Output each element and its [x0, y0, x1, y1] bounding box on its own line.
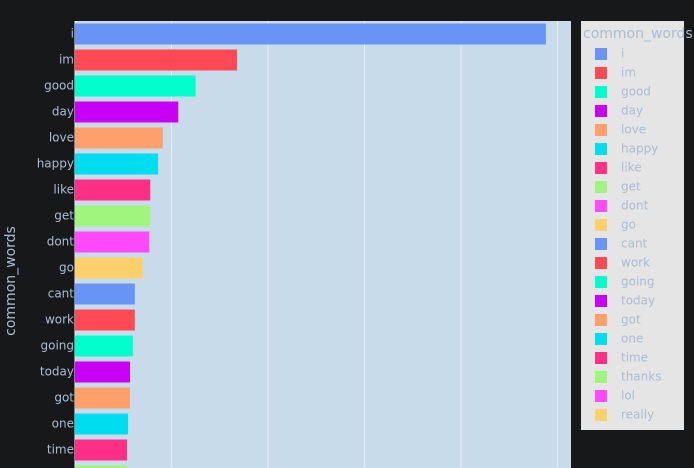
bar: [75, 439, 128, 461]
legend-swatch: [595, 295, 607, 307]
bar: [75, 309, 135, 331]
legend-label: dont: [621, 199, 649, 213]
bar: [75, 75, 196, 97]
legend-swatch: [595, 314, 607, 326]
legend-label: happy: [621, 142, 658, 156]
y-tick-label: i: [71, 27, 74, 41]
legend-label: really: [621, 408, 654, 422]
bar: [75, 257, 143, 279]
legend-swatch: [595, 67, 607, 79]
legend-swatch: [595, 162, 607, 174]
legend-label: good: [621, 85, 651, 99]
legend-swatch: [595, 371, 607, 383]
legend-swatch: [595, 86, 607, 98]
bar: [75, 101, 179, 123]
legend-swatch: [595, 333, 607, 345]
y-tick-label: im: [59, 53, 74, 67]
y-tick-label: got: [54, 391, 74, 405]
bar: [75, 231, 150, 253]
legend-label: like: [621, 161, 642, 175]
legend-label: im: [621, 66, 636, 80]
y-tick-label: one: [52, 417, 74, 431]
y-tick-label: good: [44, 79, 74, 93]
legend-label: today: [621, 294, 655, 308]
legend-label: one: [621, 332, 643, 346]
legend-label: cant: [621, 237, 648, 251]
legend-label: love: [621, 123, 646, 137]
y-tick-label: go: [59, 261, 74, 275]
y-axis-title: common_words: [3, 226, 19, 336]
y-tick-label: work: [45, 313, 74, 327]
legend-swatch: [595, 181, 607, 193]
bar: [75, 335, 133, 357]
legend-title: common_words: [583, 26, 693, 42]
legend-label: day: [621, 104, 643, 118]
y-tick-label: going: [40, 339, 74, 353]
legend-label: get: [621, 180, 641, 194]
bar: [75, 205, 151, 227]
legend-label: going: [621, 275, 655, 289]
legend-swatch: [595, 276, 607, 288]
bar: [75, 23, 546, 45]
y-tick-label: day: [52, 105, 74, 119]
legend-swatch: [595, 409, 607, 421]
y-tick-label: happy: [37, 157, 74, 171]
y-tick-label: dont: [47, 235, 75, 249]
legend-label: i: [621, 47, 624, 61]
bar: [75, 465, 128, 468]
legend-label: thanks: [621, 370, 661, 384]
legend-label: got: [621, 313, 641, 327]
y-tick-label: get: [54, 209, 74, 223]
bar: [75, 49, 238, 71]
bar: [75, 361, 131, 383]
bar: [75, 179, 151, 201]
bar: [75, 283, 135, 305]
legend-label: go: [621, 218, 636, 232]
y-tick-label: time: [47, 443, 74, 457]
legend-swatch: [595, 48, 607, 60]
legend-label: lol: [621, 389, 635, 403]
legend-swatch: [595, 200, 607, 212]
legend-label: time: [621, 351, 648, 365]
bar: [75, 153, 158, 175]
legend-swatch: [595, 390, 607, 402]
bar: [75, 387, 131, 409]
legend-swatch: [595, 219, 607, 231]
legend-swatch: [595, 352, 607, 364]
y-tick-label: like: [53, 183, 74, 197]
legend-swatch: [595, 124, 607, 136]
y-tick-label: today: [40, 365, 74, 379]
y-tick-label: cant: [48, 287, 75, 301]
bar: [75, 413, 129, 435]
y-tick-label: love: [49, 131, 74, 145]
bar: [75, 127, 163, 149]
legend-swatch: [595, 257, 607, 269]
legend-swatch: [595, 143, 607, 155]
legend-swatch: [595, 238, 607, 250]
legend-label: work: [621, 256, 650, 270]
legend-swatch: [595, 105, 607, 117]
